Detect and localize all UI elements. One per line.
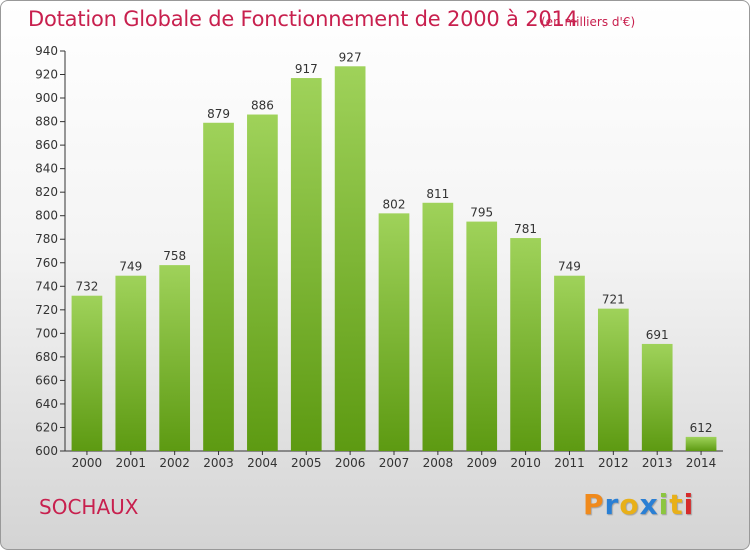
y-tick-label: 760 [35,256,58,270]
x-tick-label-2006: 2006 [335,456,366,470]
y-tick-label: 660 [35,373,58,387]
logo-letter: t [669,488,684,521]
y-tick-label: 740 [35,279,58,293]
x-tick-label-2003: 2003 [203,456,234,470]
data-label-2005: 917 [295,62,318,76]
y-tick-label: 640 [35,397,58,411]
y-tick-label: 680 [35,350,58,364]
x-tick-label-2008: 2008 [423,456,454,470]
x-tick-label-2012: 2012 [598,456,629,470]
data-label-2009: 795 [470,206,493,220]
x-tick-label-2004: 2004 [247,456,278,470]
bar-2010 [510,238,541,451]
y-tick-label: 840 [35,162,58,176]
x-tick-label-2014: 2014 [686,456,717,470]
data-label-2007: 802 [383,197,406,211]
bar-2004 [247,114,278,451]
x-tick-label-2007: 2007 [379,456,410,470]
proxiti-logo[interactable]: Proxiti [583,488,694,521]
logo-letter: i [658,488,670,521]
bar-2013 [641,343,673,451]
bar-2003 [203,122,234,451]
y-tick-label: 920 [35,68,58,82]
bar-2009 [466,221,498,451]
logo-letter: r [604,488,620,521]
logo-letter: x [639,488,659,521]
city-name: SOCHAUX [39,495,139,519]
y-tick-label: 880 [35,115,58,129]
x-tick-label-2010: 2010 [510,456,541,470]
logo-letter: o [619,488,640,521]
x-tick-label-2005: 2005 [291,456,322,470]
logo-letter: i [683,488,695,521]
y-tick-label: 700 [35,326,58,340]
y-tick-label: 800 [35,209,58,223]
data-label-2002: 758 [163,249,186,263]
bar-2008 [422,202,454,451]
y-tick-label: 940 [35,44,58,58]
bar-2014 [685,436,717,451]
y-tick-label: 860 [35,138,58,152]
bar-2006 [334,66,366,451]
data-label-2014: 612 [690,421,713,435]
bar-2007 [378,213,410,451]
data-label-2010: 781 [514,222,537,236]
chart-subtitle: (en milliers d'€) [541,15,636,29]
x-tick-label-2009: 2009 [466,456,497,470]
x-tick-label-2000: 2000 [72,456,103,470]
data-label-2004: 886 [251,99,274,113]
logo-letter: P [583,488,605,521]
x-tick-label-2013: 2013 [642,456,673,470]
data-label-2013: 691 [646,328,669,342]
data-label-2011: 749 [558,260,581,274]
y-tick-label: 820 [35,185,58,199]
y-tick-label: 900 [35,91,58,105]
x-tick-label-2011: 2011 [554,456,585,470]
y-tick-label: 720 [35,303,58,317]
bar-2005 [290,78,322,451]
data-label-2008: 811 [426,187,449,201]
data-label-2001: 749 [119,260,142,274]
x-tick-label-2001: 2001 [116,456,147,470]
chart-title: Dotation Globale de Fonctionnement de 20… [28,7,578,31]
bar-2000 [71,295,103,451]
y-tick-label: 600 [35,444,58,458]
data-label-2012: 721 [602,293,625,307]
y-tick-label: 620 [35,420,58,434]
bar-2001 [115,275,147,451]
y-tick-label: 780 [35,232,58,246]
bar-2002 [159,265,191,451]
x-tick-label-2002: 2002 [159,456,190,470]
bar-2011 [554,275,585,451]
data-label-2003: 879 [207,107,230,121]
data-label-2000: 732 [75,280,98,294]
data-label-2006: 927 [339,50,362,64]
bar-2012 [597,308,629,451]
